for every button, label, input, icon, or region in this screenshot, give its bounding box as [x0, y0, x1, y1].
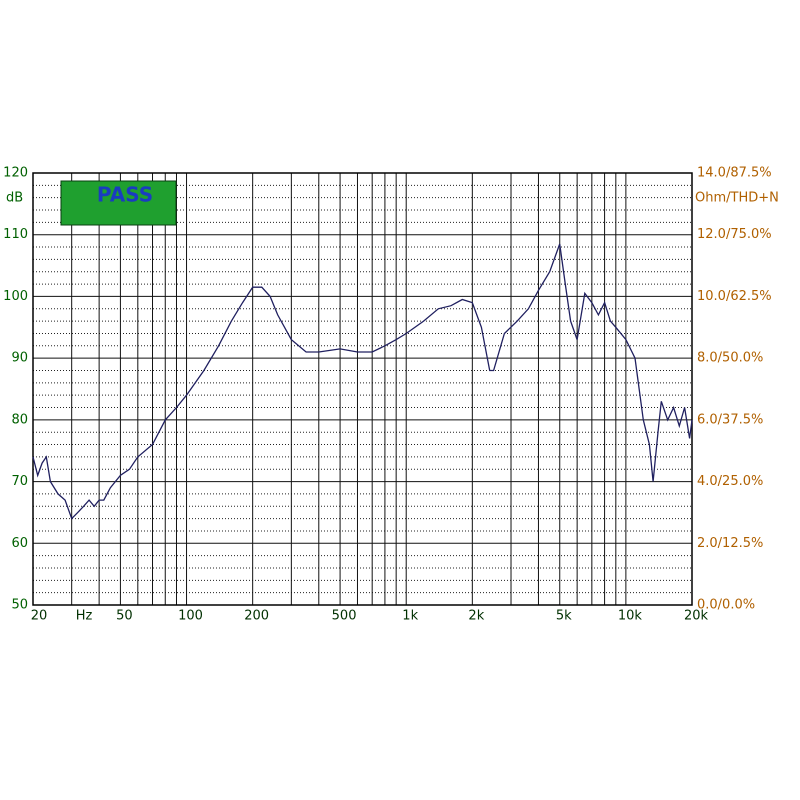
x-tick-label: 2k: [468, 609, 484, 624]
y-tick-label: 110: [3, 227, 28, 242]
x-tick-label: 50: [116, 609, 133, 624]
y-tick-label: 70: [11, 474, 28, 489]
x-axis-label: Hz: [76, 609, 93, 624]
x-tick-label: 20: [31, 609, 48, 624]
y2-tick-label: 14.0/87.5%: [697, 166, 772, 181]
y2-axis-label: Ohm/THD+N: [695, 191, 779, 206]
pass-text: PASS: [97, 183, 153, 207]
response-curve: [32, 243, 693, 520]
y-tick-label: 60: [11, 536, 28, 551]
y-tick-label: 50: [11, 598, 28, 613]
x-tick-label: 10k: [618, 609, 643, 624]
x-tick-label: 200: [244, 609, 269, 624]
x-tick-label: 20k: [684, 609, 709, 624]
y-tick-label: 80: [11, 412, 28, 427]
x-tick-label: 100: [178, 609, 203, 624]
y2-tick-label: 8.0/50.0%: [697, 351, 763, 366]
y-tick-label: 90: [11, 351, 28, 366]
y-tick-label: 120: [3, 166, 28, 181]
plot-frame: [32, 172, 693, 606]
y-axis-label: dB: [6, 191, 23, 206]
x-tick-label: 500: [332, 609, 357, 624]
x-tick-label: 5k: [556, 609, 572, 624]
y2-tick-label: 10.0/62.5%: [697, 289, 772, 304]
y-tick-label: 100: [3, 289, 28, 304]
y2-tick-label: 2.0/12.5%: [697, 536, 763, 551]
y2-tick-label: 12.0/75.0%: [697, 227, 772, 242]
y2-tick-label: 6.0/37.5%: [697, 412, 763, 427]
pass-badge: [60, 180, 177, 226]
y2-tick-label: 0.0/0.0%: [697, 598, 755, 613]
y2-tick-label: 4.0/25.0%: [697, 474, 763, 489]
x-tick-label: 1k: [402, 609, 418, 624]
